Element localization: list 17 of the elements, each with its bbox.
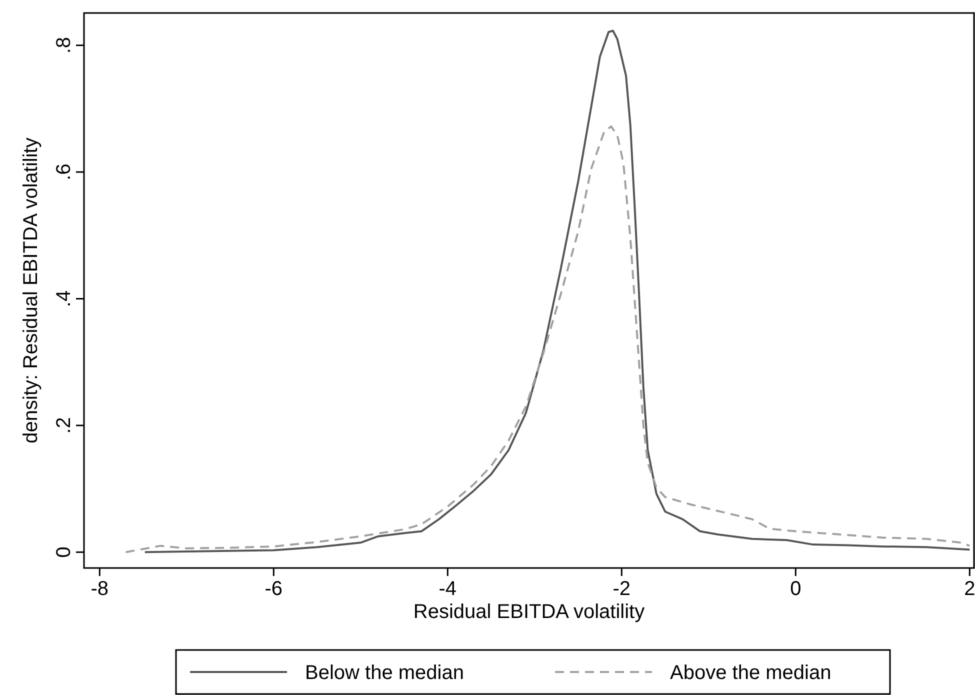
y-tick-label: .8: [53, 36, 75, 54]
y-tick-label: 0: [53, 546, 75, 558]
x-tick-label: -4: [438, 578, 457, 600]
y-tick-label: .4: [53, 290, 75, 308]
x-tick-label: -8: [90, 578, 109, 600]
x-tick-label: -6: [264, 578, 283, 600]
legend-label: Below the median: [305, 662, 464, 684]
x-axis-title: Residual EBITDA volatility: [413, 601, 645, 623]
line-series: [144, 30, 971, 554]
y-axis-title: density: Residual EBITDA volatility: [20, 138, 42, 444]
y-tick-label: .2: [53, 417, 75, 434]
legend-label: Above the median: [670, 662, 832, 684]
line-series: [124, 125, 971, 554]
x-tick-label: 2: [964, 578, 975, 600]
x-tick-label: -2: [612, 578, 631, 600]
x-tick-label: 0: [790, 578, 802, 600]
y-tick-label: .6: [53, 164, 75, 180]
